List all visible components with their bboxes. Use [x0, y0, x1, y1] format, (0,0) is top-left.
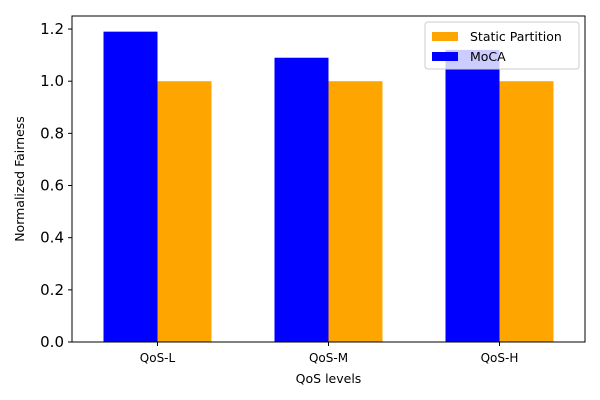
legend-label-moca: MoCA [470, 49, 506, 64]
y-axis: 0.0 0.2 0.4 0.6 0.8 1.0 1.2 [40, 20, 72, 351]
bar-static-partition-qos-l [157, 81, 212, 342]
bar-moca-qos-h [445, 49, 500, 343]
legend: Static Partition MoCA [424, 21, 580, 70]
y-tick-label: 1.2 [40, 20, 64, 38]
y-tick-label: 1.0 [40, 72, 64, 90]
legend-swatch-static-partition [432, 32, 458, 41]
bar-static-partition-qos-m [328, 81, 383, 342]
legend-swatch-moca [432, 52, 458, 61]
bar-moca-qos-m [274, 57, 329, 343]
y-tick-label: 0.2 [40, 281, 64, 299]
bars-group [103, 31, 554, 343]
y-tick-label: 0.6 [40, 177, 64, 195]
x-axis-label: QoS levels [296, 371, 362, 386]
x-tick-label-qos-l: QoS-L [140, 351, 176, 365]
x-axis: QoS-L QoS-M QoS-H [140, 342, 519, 365]
bar-static-partition-qos-h [499, 81, 554, 342]
y-tick-label: 0.8 [40, 124, 64, 142]
legend-box [424, 21, 580, 70]
y-axis-label: Normalized Fairness [12, 116, 27, 242]
legend-label-static-partition: Static Partition [470, 29, 562, 44]
x-tick-label-qos-m: QoS-M [309, 351, 348, 365]
y-tick-label: 0.4 [40, 229, 64, 247]
y-tick-label: 0.0 [40, 333, 64, 351]
bar-moca-qos-l [103, 31, 158, 342]
x-tick-label-qos-h: QoS-H [481, 351, 519, 365]
plot-frame [71, 15, 586, 343]
